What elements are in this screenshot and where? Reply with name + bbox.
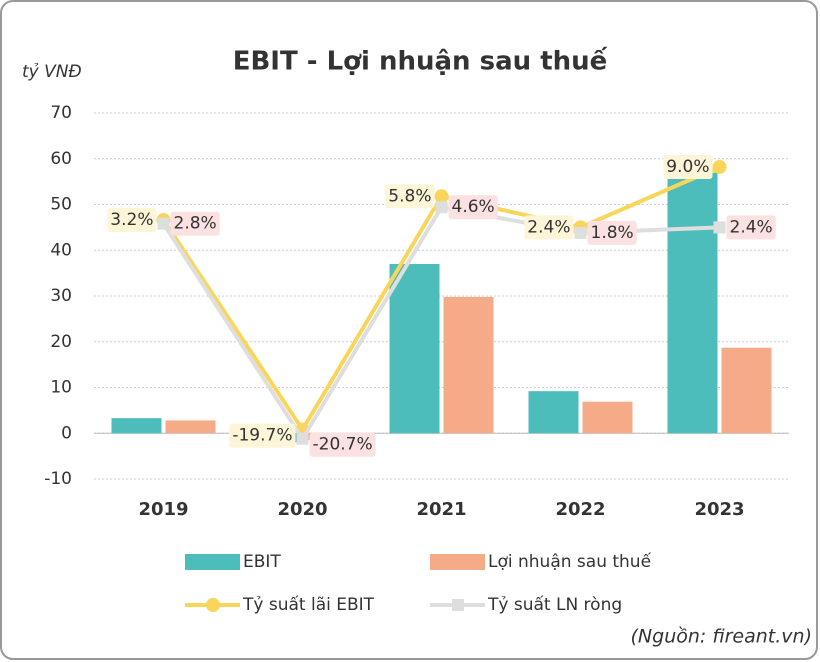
bar: [582, 401, 633, 434]
bar: [111, 418, 162, 434]
data-label: 2.8%: [174, 214, 217, 234]
data-label: 2.4%: [730, 217, 773, 237]
label-bg: [229, 423, 296, 448]
data-label: 4.6%: [452, 197, 495, 217]
y-tick-label: 70: [50, 103, 72, 123]
legend-marker: [206, 598, 220, 612]
y-tick-label: 10: [50, 378, 72, 398]
y-tick-label: 20: [50, 332, 72, 352]
x-tick-label: 2023: [694, 499, 744, 520]
bar: [721, 347, 772, 434]
y-tick-label: 50: [50, 195, 72, 215]
label-bg: [726, 215, 776, 240]
line-point: [434, 189, 449, 204]
line-point: [713, 221, 726, 234]
bar: [443, 296, 494, 434]
y-axis-label: tỷ VNĐ: [22, 62, 82, 82]
legend-swatch: [430, 554, 485, 570]
label-bg: [587, 220, 637, 245]
bar: [528, 391, 579, 434]
bar: [389, 263, 440, 434]
line-point: [435, 201, 448, 214]
label-bg: [107, 208, 157, 233]
x-tick-label: 2021: [416, 499, 466, 520]
y-tick-label: 60: [50, 149, 72, 169]
source: (Nguồn: fireant.vn): [631, 626, 812, 648]
data-label: -20.7%: [313, 435, 373, 455]
legend-label: Tỷ suất lãi EBIT: [242, 594, 375, 615]
data-label: -19.7%: [232, 426, 292, 446]
legend-label: Lợi nhuận sau thuế: [488, 551, 652, 572]
data-label: 3.2%: [110, 210, 153, 230]
line-point: [574, 226, 587, 239]
data-label: 1.8%: [591, 223, 634, 243]
legend-label: Tỷ suất LN ròng: [487, 594, 622, 615]
chart-title: EBIT - Lợi nhuận sau thuế: [233, 46, 608, 77]
x-tick-label: 2020: [277, 499, 327, 520]
y-tick-label: 30: [50, 286, 72, 306]
line-point: [157, 217, 170, 230]
bar: [165, 420, 216, 434]
x-tick-label: 2022: [555, 499, 605, 520]
legend-label: EBIT: [243, 552, 281, 572]
legend-marker: [452, 599, 464, 611]
data-label: 9.0%: [666, 157, 709, 177]
bar: [667, 172, 718, 434]
label-bg: [524, 215, 574, 240]
data-label: 5.8%: [388, 186, 431, 206]
label-bg: [663, 154, 713, 179]
label-bg: [385, 184, 435, 209]
legend-swatch: [185, 554, 240, 570]
y-tick-label: 0: [61, 423, 72, 443]
label-bg: [170, 211, 220, 236]
data-label: 2.4%: [527, 217, 570, 237]
label-bg: [309, 432, 376, 457]
y-tick-label: 40: [50, 240, 72, 260]
y-tick-label: -10: [44, 469, 72, 489]
line-point: [712, 159, 727, 174]
label-bg: [448, 195, 498, 220]
line-point: [296, 432, 309, 445]
x-tick-label: 2019: [138, 499, 188, 520]
